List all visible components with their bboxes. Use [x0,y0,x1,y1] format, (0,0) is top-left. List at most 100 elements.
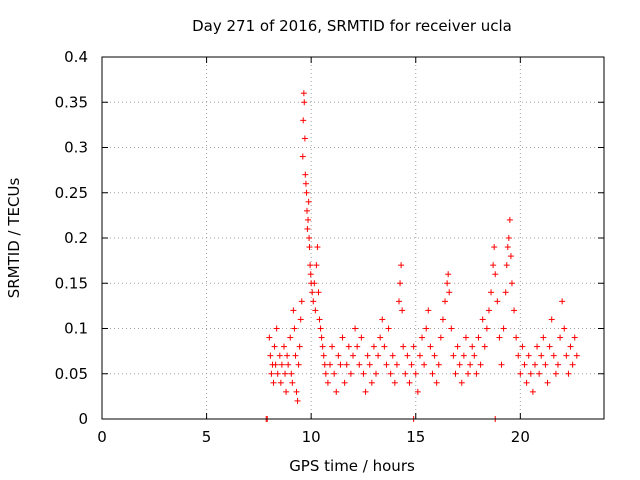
data-point [429,370,436,377]
data-point [383,361,390,368]
data-point [500,325,507,332]
data-point [513,334,520,341]
data-point [329,343,336,350]
data-point [266,334,273,341]
y-tick-label: 0.05 [55,365,88,383]
data-point [305,216,312,223]
data-point [350,352,356,359]
data-point [303,189,310,196]
data-point [282,370,289,377]
data-point [406,379,413,386]
data-point [294,397,301,404]
data-point [289,379,296,386]
data-point [548,316,555,323]
data-point [523,379,530,386]
data-point [554,361,561,368]
data-point [561,325,568,332]
data-point [284,352,291,359]
data-point [529,388,536,395]
data-point [317,325,324,332]
data-point [467,361,474,368]
data-point [442,298,449,305]
data-point [435,361,442,368]
data-point [515,352,522,359]
data-point [319,343,326,350]
data-point [304,225,311,232]
data-point [356,361,363,368]
data-point [550,352,557,359]
data-point [370,343,377,350]
x-tick-label: 15 [406,428,425,446]
data-point [270,379,277,386]
data-point [316,316,323,323]
data-point [527,370,534,377]
data-point [335,352,342,359]
data-point [569,361,576,368]
data-point [559,298,566,305]
data-point [309,289,316,296]
data-point [427,343,434,350]
data-point [299,153,306,160]
data-point [287,334,294,341]
data-point [506,216,513,223]
data-point [297,316,304,323]
data-point [423,325,430,332]
data-point [505,235,512,241]
data-point [364,352,371,359]
data-point [331,370,338,377]
data-point [458,379,465,386]
data-point [471,352,478,359]
data-point [416,352,423,359]
data-point [283,388,290,395]
data-point [521,361,528,368]
y-tick-label: 0.35 [55,93,88,111]
data-point [481,343,488,350]
data-point [345,343,352,350]
data-point [396,298,403,305]
x-tick-label: 10 [302,428,321,446]
data-point [492,271,499,278]
data-point [274,370,281,377]
data-point [303,207,310,214]
data-point [511,307,518,314]
data-point [385,325,392,332]
y-tick-label: 0 [78,410,88,428]
data-point [448,325,455,332]
data-point [381,343,388,350]
data-point [425,307,432,314]
data-point [290,307,297,314]
data-point [291,325,298,332]
data-point [277,379,284,386]
data-point [450,352,457,359]
data-point [280,343,287,350]
data-point [285,361,292,368]
data-point [310,298,317,305]
data-point [302,171,309,178]
data-point [377,334,384,341]
data-point [571,334,578,341]
y-tick-label: 0.25 [55,184,88,202]
data-point [502,289,509,296]
data-point [389,352,396,359]
data-point [333,388,340,395]
data-point [307,271,314,278]
data-point [490,262,497,269]
data-point [302,180,309,187]
data-point [538,352,545,359]
data-point [462,334,469,341]
data-point [276,352,283,359]
data-point [324,379,331,386]
data-point [301,135,308,142]
data-point [305,198,312,205]
data-point [379,316,386,323]
x-tick-label: 20 [511,428,530,446]
data-point [318,334,325,341]
data-point [563,352,570,359]
data-point [454,343,461,350]
y-tick-label: 0.4 [64,48,88,66]
data-point [292,352,299,359]
data-point [272,361,279,368]
data-point [542,361,549,368]
data-point [573,352,580,359]
